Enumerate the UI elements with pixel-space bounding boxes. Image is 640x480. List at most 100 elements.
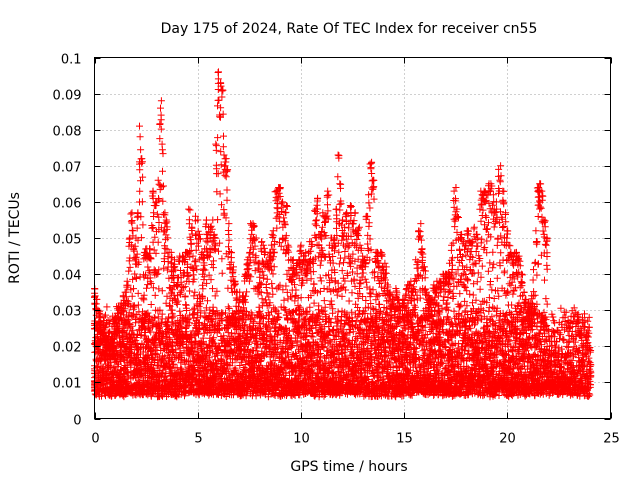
roti-point: [207, 276, 215, 284]
roti-point: [123, 283, 131, 291]
roti-point: [148, 224, 156, 232]
roti-point: [128, 209, 136, 217]
roti-point: [335, 260, 343, 268]
roti-point: [140, 294, 148, 302]
roti-point: [273, 285, 281, 293]
roti-point: [214, 170, 222, 178]
roti-point: [282, 202, 290, 209]
roti-point: [107, 359, 115, 367]
roti-point: [218, 255, 226, 263]
roti-point: [133, 345, 141, 353]
roti-point: [115, 303, 122, 311]
roti-point: [269, 270, 277, 278]
roti-point: [128, 322, 136, 330]
roti-point: [280, 296, 288, 304]
roti-point: [337, 180, 345, 188]
roti-point: [160, 264, 168, 272]
roti-point: [147, 280, 155, 287]
roti-point: [131, 242, 139, 250]
roti-point: [137, 213, 145, 221]
roti-point: [149, 189, 157, 197]
roti-point: [268, 230, 276, 238]
roti-point: [151, 233, 159, 241]
roti-point: [150, 314, 158, 321]
roti-point: [127, 218, 135, 226]
roti-point: [176, 307, 184, 315]
roti-point: [186, 287, 194, 295]
roti-point: [214, 134, 222, 142]
roti-point: [149, 364, 157, 372]
roti-point: [103, 303, 111, 311]
roti-point: [348, 289, 356, 297]
roti-point: [246, 249, 254, 257]
roti-point: [133, 224, 141, 232]
roti-point: [158, 146, 166, 154]
roti-point: [137, 146, 145, 154]
roti-point: [102, 369, 110, 377]
roti-point: [146, 254, 154, 262]
roti-point: [336, 180, 344, 188]
data-points: [91, 68, 595, 401]
roti-point: [182, 301, 190, 309]
roti-point: [349, 220, 356, 228]
roti-point: [165, 313, 172, 321]
roti-point: [262, 281, 270, 288]
roti-point: [136, 133, 144, 141]
roti-point: [125, 267, 133, 275]
roti-point: [185, 205, 193, 213]
roti-point: [151, 314, 159, 322]
roti-point: [137, 234, 145, 242]
roti-point: [220, 211, 228, 219]
roti-point: [334, 173, 342, 181]
roti-point: [355, 223, 363, 231]
roti-point: [130, 285, 137, 293]
roti-point: [334, 151, 342, 159]
roti-point: [323, 192, 331, 199]
roti-point: [336, 200, 344, 208]
roti-point: [270, 249, 278, 257]
roti-point: [303, 270, 310, 278]
roti-point: [156, 120, 164, 128]
roti-point: [105, 328, 113, 336]
roti-point: [107, 370, 115, 378]
roti-point: [102, 311, 109, 319]
roti-point: [138, 340, 146, 348]
roti-point: [159, 167, 166, 175]
roti-point: [224, 227, 232, 234]
roti-point: [135, 354, 143, 362]
roti-point: [139, 173, 147, 181]
roti-point: [276, 239, 283, 247]
roti-point: [268, 284, 276, 292]
roti-point: [137, 177, 144, 185]
roti-point: [187, 240, 195, 248]
roti-point: [136, 122, 143, 130]
roti-point: [267, 241, 275, 249]
roti-point: [245, 265, 253, 273]
roti-point: [122, 293, 130, 301]
roti-point: [208, 261, 216, 268]
roti-point: [252, 252, 260, 260]
roti-point: [212, 142, 220, 150]
chart-title: Day 175 of 2024, Rate Of TEC Index for r…: [161, 21, 538, 37]
roti-point: [328, 300, 336, 308]
roti-point: [223, 196, 231, 204]
roti-point: [153, 270, 161, 278]
roti-point: [337, 316, 345, 324]
roti-point: [209, 264, 217, 272]
roti-point: [157, 116, 165, 124]
roti-point: [144, 263, 152, 271]
roti-point: [312, 217, 320, 225]
roti-point: [144, 309, 152, 317]
roti-point: [131, 270, 139, 278]
roti-point: [123, 378, 131, 386]
roti-point: [136, 187, 144, 195]
roti-point: [159, 150, 167, 158]
roti-point: [151, 202, 159, 210]
roti-point: [127, 210, 135, 218]
roti-point: [224, 303, 232, 311]
roti-point: [184, 272, 192, 280]
roti-point: [218, 269, 226, 277]
roti-point: [155, 285, 163, 293]
roti-point: [341, 248, 349, 255]
roti-point: [240, 297, 248, 305]
